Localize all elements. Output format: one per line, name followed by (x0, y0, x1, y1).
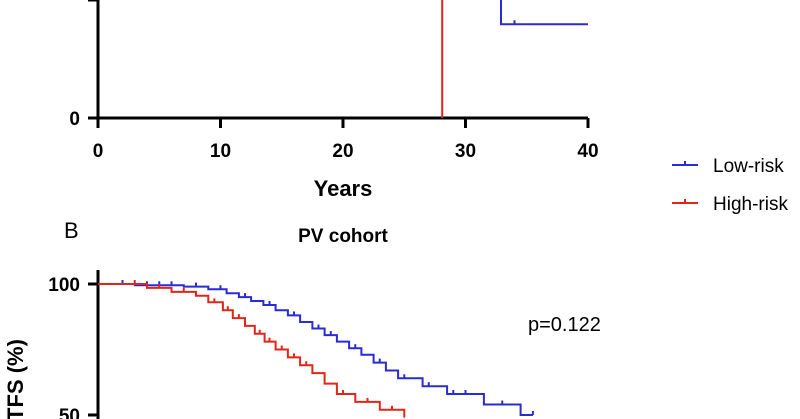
panel-a-low-risk-curve (500, 0, 588, 26)
legend: Low-risk High-risk (672, 156, 788, 215)
panel-b-low-risk-curve (98, 283, 533, 416)
panel-b-y-axis-title: TFS (%) (3, 339, 28, 419)
panel-b-y-tick-label: 50 (59, 406, 80, 419)
panel-b-p-value: p=0.122 (528, 314, 601, 336)
panel-a-x-tick-label: 30 (455, 141, 476, 162)
panel-a-x-tick-label: 20 (332, 141, 353, 162)
panel-b-y-tick-label: 100 (48, 275, 80, 296)
panel-b-high-risk-curve (98, 283, 406, 418)
panel-b: B PV cohort 50 100 p=0.122 TFS (%) (3, 218, 601, 419)
panel-a-high-risk-curve (441, 0, 444, 118)
panel-a: 0 10 20 30 40 0 Years (69, 0, 599, 201)
legend-high-risk-label: High-risk (713, 194, 788, 215)
panel-a-x-axis-title: Years (314, 176, 373, 201)
panel-a-x-tick-label: 40 (577, 141, 598, 162)
panel-a-y-tick-label: 0 (69, 109, 80, 130)
panel-b-title: PV cohort (298, 226, 388, 247)
panel-a-x-tick-label: 10 (210, 141, 231, 162)
panel-a-x-tick-label: 0 (93, 141, 104, 162)
panel-b-letter: B (64, 218, 79, 243)
legend-low-risk-label: Low-risk (713, 156, 784, 177)
